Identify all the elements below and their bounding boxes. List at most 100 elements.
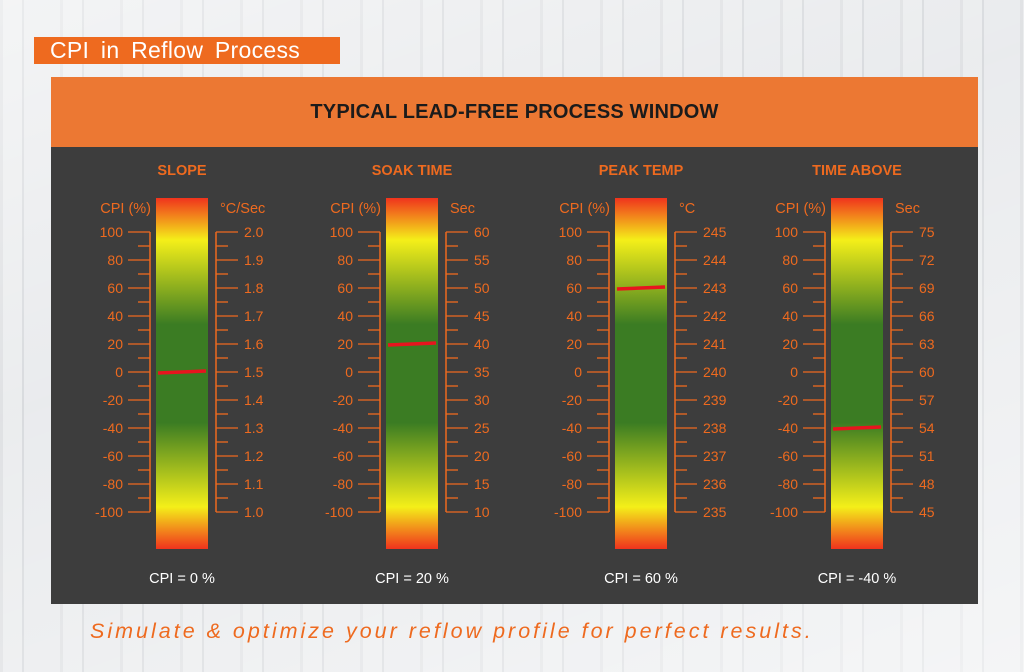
unit-tick-label: 55 — [474, 252, 490, 268]
process-window-panel: TYPICAL LEAD-FREE PROCESS WINDOW SLOPE CP… — [51, 77, 978, 604]
unit-tick-label: 63 — [919, 336, 935, 352]
unit-tick-label: 1.7 — [244, 308, 264, 324]
page-title: CPI in Reflow Process — [34, 37, 340, 64]
gauge-title: PEAK TEMP — [599, 163, 684, 179]
cpi-tick-label: -80 — [333, 476, 353, 492]
cpi-marker — [832, 425, 882, 431]
unit-tick-label: 243 — [703, 280, 727, 296]
panel-header: TYPICAL LEAD-FREE PROCESS WINDOW — [51, 77, 978, 147]
cpi-axis-label: CPI (%) — [559, 201, 610, 217]
unit-tick-label: 1.4 — [244, 392, 264, 408]
cpi-tick-label: 60 — [107, 280, 123, 296]
unit-tick-label: 240 — [703, 364, 727, 380]
cpi-tick-label: -20 — [778, 392, 798, 408]
unit-tick-label: 51 — [919, 448, 935, 464]
unit-tick-label: 239 — [703, 392, 727, 408]
unit-axis-label: Sec — [450, 201, 475, 217]
unit-tick-label: 45 — [474, 308, 490, 324]
unit-tick-label: 1.1 — [244, 476, 264, 492]
unit-tick-label: 30 — [474, 392, 490, 408]
cpi-tick-label: 20 — [566, 336, 582, 352]
gauge-title: SOAK TIME — [372, 163, 453, 179]
gauge-title: TIME ABOVE — [812, 163, 902, 179]
unit-tick-label: 25 — [474, 420, 490, 436]
cpi-tick-label: -80 — [778, 476, 798, 492]
cpi-axis-label: CPI (%) — [100, 201, 151, 217]
cpi-tick-label: 40 — [107, 308, 123, 324]
cpi-marker — [616, 285, 666, 291]
cpi-tick-label: -40 — [562, 420, 582, 436]
cpi-tick-label: -100 — [770, 504, 798, 520]
cpi-tick-label: -40 — [333, 420, 353, 436]
unit-tick-label: 1.5 — [244, 364, 264, 380]
gradient-bar — [386, 198, 438, 549]
unit-tick-label: 69 — [919, 280, 935, 296]
unit-tick-label: 40 — [474, 336, 490, 352]
unit-tick-label: 242 — [703, 308, 727, 324]
cpi-axis-label: CPI (%) — [775, 201, 826, 217]
cpi-tick-label: 100 — [775, 224, 799, 240]
cpi-tick-label: 100 — [100, 224, 124, 240]
cpi-tick-label: 80 — [566, 252, 582, 268]
unit-tick-label: 245 — [703, 224, 727, 240]
unit-tick-label: 66 — [919, 308, 935, 324]
unit-tick-label: 1.3 — [244, 420, 264, 436]
cpi-tick-label: -60 — [103, 448, 123, 464]
cpi-tick-label: 0 — [574, 364, 582, 380]
cpi-tick-label: 20 — [782, 336, 798, 352]
unit-axis-label: °C/Sec — [220, 201, 265, 217]
gradient-bar — [615, 198, 667, 549]
unit-tick-label: 45 — [919, 504, 935, 520]
cpi-tick-label: -80 — [562, 476, 582, 492]
gauge-title: SLOPE — [157, 163, 206, 179]
gauge-soak-time: SOAK TIME CPI (%) Sec 100 80 60 40 20 0 -20 -40 -60… — [325, 163, 490, 587]
cpi-tick-label: 40 — [566, 308, 582, 324]
cpi-tick-label: 100 — [330, 224, 354, 240]
cpi-tick-label: -80 — [103, 476, 123, 492]
unit-tick-label: 1.9 — [244, 252, 264, 268]
unit-axis-label: °C — [679, 201, 695, 217]
unit-tick-label: 238 — [703, 420, 727, 436]
cpi-tick-label: -40 — [103, 420, 123, 436]
cpi-tick-label: 60 — [566, 280, 582, 296]
cpi-tick-label: 20 — [337, 336, 353, 352]
unit-tick-label: 235 — [703, 504, 727, 520]
unit-tick-label: 54 — [919, 420, 935, 436]
cpi-tick-label: 100 — [559, 224, 583, 240]
panel-title: TYPICAL LEAD-FREE PROCESS WINDOW — [310, 100, 719, 123]
cpi-tick-label: -100 — [95, 504, 123, 520]
gauge-time-above: TIME ABOVE CPI (%) Sec 100 80 60 40 20 0 -20 -40 -6… — [770, 163, 935, 587]
unit-tick-label: 35 — [474, 364, 490, 380]
cpi-marker — [157, 369, 207, 375]
cpi-tick-label: 60 — [337, 280, 353, 296]
cpi-tick-label: -100 — [554, 504, 582, 520]
cpi-tick-label: 0 — [790, 364, 798, 380]
cpi-tick-label: 80 — [337, 252, 353, 268]
cpi-tick-label: 40 — [337, 308, 353, 324]
unit-tick-label: 75 — [919, 224, 935, 240]
cpi-tick-label: -60 — [562, 448, 582, 464]
cpi-axis-label: CPI (%) — [330, 201, 381, 217]
unit-tick-label: 236 — [703, 476, 727, 492]
unit-tick-label: 2.0 — [244, 224, 264, 240]
unit-tick-label: 237 — [703, 448, 727, 464]
cpi-tick-label: 0 — [115, 364, 123, 380]
unit-axis-label: Sec — [895, 201, 920, 217]
cpi-tick-label: -100 — [325, 504, 353, 520]
cpi-tick-label: -20 — [103, 392, 123, 408]
unit-tick-label: 244 — [703, 252, 727, 268]
unit-tick-label: 20 — [474, 448, 490, 464]
cpi-tick-label: -40 — [778, 420, 798, 436]
cpi-readout: CPI = -40 % — [818, 571, 897, 587]
unit-tick-label: 60 — [919, 364, 935, 380]
unit-tick-label: 57 — [919, 392, 935, 408]
cpi-tick-label: -60 — [333, 448, 353, 464]
unit-tick-label: 10 — [474, 504, 490, 520]
cpi-tick-label: -20 — [333, 392, 353, 408]
cpi-tick-label: 20 — [107, 336, 123, 352]
unit-tick-label: 1.6 — [244, 336, 264, 352]
unit-tick-label: 60 — [474, 224, 490, 240]
cpi-tick-label: 0 — [345, 364, 353, 380]
cpi-readout: CPI = 0 % — [149, 571, 215, 587]
unit-tick-label: 1.0 — [244, 504, 264, 520]
